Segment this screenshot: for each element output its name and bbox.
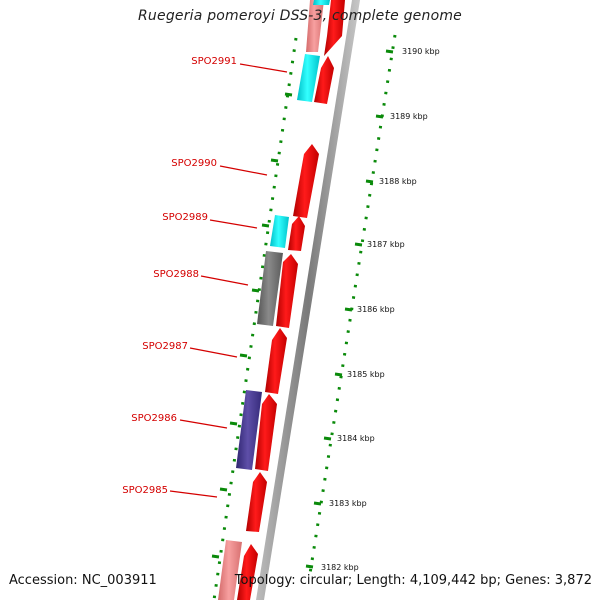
kbp-label: 3187 kbp xyxy=(367,240,405,249)
gene-label-spo2988: SPO2988 xyxy=(153,269,199,280)
tick-mark xyxy=(313,501,322,506)
reverse-strand-features xyxy=(218,0,330,600)
inner-dotted-line xyxy=(212,37,298,600)
kbp-label: 3189 kbp xyxy=(390,112,428,121)
gene-label-spo2991: SPO2991 xyxy=(191,56,237,67)
left-track-ticks xyxy=(211,92,293,559)
gene-feature-spo2988 xyxy=(257,251,283,326)
gene-feature-spo2987 xyxy=(265,328,287,394)
leader-line xyxy=(169,490,218,498)
accession-label: Accession: xyxy=(9,573,78,588)
leader-line xyxy=(219,165,268,176)
gene-feature-spo2989 xyxy=(270,215,289,248)
tick-mark xyxy=(270,158,279,163)
topology-value: circular xyxy=(299,573,348,588)
tick-mark xyxy=(375,114,384,119)
tick-mark xyxy=(323,436,332,441)
gene-feature-top-red xyxy=(324,0,345,56)
map-title: Ruegeria pomeroyi DSS-3, complete genome xyxy=(138,8,462,24)
tick-mark xyxy=(261,223,270,228)
leader-line xyxy=(189,347,238,358)
leader-line xyxy=(200,275,249,286)
gene-feature-spo2991 xyxy=(297,54,320,102)
tick-mark xyxy=(305,564,314,569)
leader-lines xyxy=(169,63,288,498)
separator: ; xyxy=(347,573,353,588)
gene-feature-top-cyan xyxy=(313,0,330,5)
gene-label-spo2986: SPO2986 xyxy=(131,413,177,424)
leader-line xyxy=(209,219,258,229)
accession-info: Accession: NC_003911 xyxy=(9,573,157,588)
tick-mark xyxy=(365,179,374,184)
gene-feature-red xyxy=(255,394,277,471)
genes-value: 3,872 xyxy=(554,573,592,588)
length-label: Length: xyxy=(356,573,406,588)
leader-line xyxy=(179,419,228,429)
topology-label: Topology: xyxy=(234,573,296,588)
kbp-label: 3184 kbp xyxy=(337,434,375,443)
tick-mark xyxy=(385,49,394,54)
gene-feature-red xyxy=(288,216,305,251)
kbp-label: 3182 kbp xyxy=(321,563,359,572)
tick-mark xyxy=(229,421,238,426)
genes-label: Genes: xyxy=(505,573,551,588)
gene-feature-spo2990 xyxy=(293,144,319,218)
tick-mark xyxy=(211,554,220,559)
gene-feature-spo2985 xyxy=(246,472,267,532)
kbp-label: 3190 kbp xyxy=(402,47,440,56)
gene-feature-pink xyxy=(218,540,242,600)
gene-feature-red xyxy=(237,544,258,600)
kbp-label: 3183 kbp xyxy=(329,499,367,508)
gene-label-spo2989: SPO2989 xyxy=(162,212,208,223)
gene-feature-red xyxy=(276,254,298,328)
gene-label-spo2990: SPO2990 xyxy=(171,158,217,169)
tick-mark xyxy=(344,307,353,312)
genome-summary: Topology: circular; Length: 4,109,442 bp… xyxy=(235,573,592,588)
gene-label-spo2985: SPO2985 xyxy=(122,485,168,496)
tick-mark xyxy=(219,487,228,492)
kbp-label: 3186 kbp xyxy=(357,305,395,314)
gene-label-spo2987: SPO2987 xyxy=(142,341,188,352)
gene-feature-red xyxy=(314,56,334,104)
gene-feature-spo2986 xyxy=(236,390,262,470)
tick-mark xyxy=(284,92,293,97)
accession-value: NC_003911 xyxy=(81,573,157,588)
kbp-label: 3185 kbp xyxy=(347,370,385,379)
tick-mark xyxy=(354,242,363,247)
tick-mark xyxy=(239,353,248,358)
kbp-label: 3188 kbp xyxy=(379,177,417,186)
tick-mark xyxy=(251,288,260,293)
leader-line xyxy=(239,63,288,73)
scale-ticks xyxy=(305,49,394,569)
tick-mark xyxy=(334,372,343,377)
gene-feature-top-pink xyxy=(306,0,324,52)
sequence-backbone xyxy=(256,0,360,600)
length-value: 4,109,442 bp xyxy=(409,573,497,588)
forward-strand-features xyxy=(237,0,345,600)
separator: ; xyxy=(496,573,502,588)
